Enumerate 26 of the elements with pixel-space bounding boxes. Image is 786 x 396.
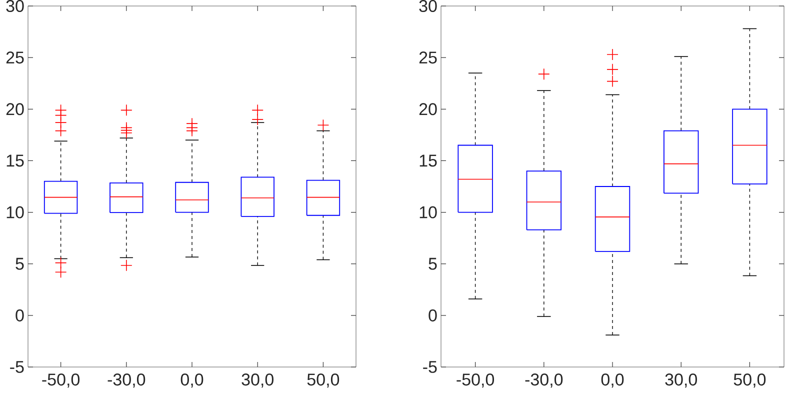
x-tick-label: 0,0 — [180, 374, 204, 388]
y-tick-label: 15 — [6, 154, 24, 167]
y-tick-label: 10 — [420, 206, 437, 218]
y-tick-label: 30 — [6, 0, 24, 12]
y-tick-label: 30 — [419, 0, 437, 12]
x-tick-label: 50,0 — [307, 374, 340, 388]
y-tick-label: 25 — [419, 52, 437, 64]
y-tick-label: 0 — [16, 309, 24, 322]
x-tick-label: 30,0 — [242, 374, 274, 388]
y-tick-label: -5 — [10, 361, 24, 373]
y-tick-label: 10 — [6, 206, 24, 218]
x-tick-label: 30,0 — [665, 374, 697, 388]
y-tick-label: 15 — [420, 154, 437, 167]
y-tick-label: 0 — [428, 309, 437, 322]
x-tick-label: -30,0 — [525, 374, 563, 388]
y-tick-label: 20 — [419, 103, 437, 116]
x-tick-label: -50,0 — [42, 374, 80, 388]
x-tick-label: 50,0 — [734, 374, 766, 388]
y-tick-label: 5 — [16, 258, 24, 270]
x-tick-label: 0,0 — [601, 374, 624, 388]
y-tick-label: 5 — [428, 258, 437, 270]
y-tick-label: 25 — [6, 52, 24, 64]
y-tick-label: -5 — [423, 361, 437, 373]
x-tick-label: -30,0 — [108, 374, 146, 388]
x-tick-label: -50,0 — [456, 374, 494, 388]
y-tick-label: 20 — [6, 103, 24, 116]
